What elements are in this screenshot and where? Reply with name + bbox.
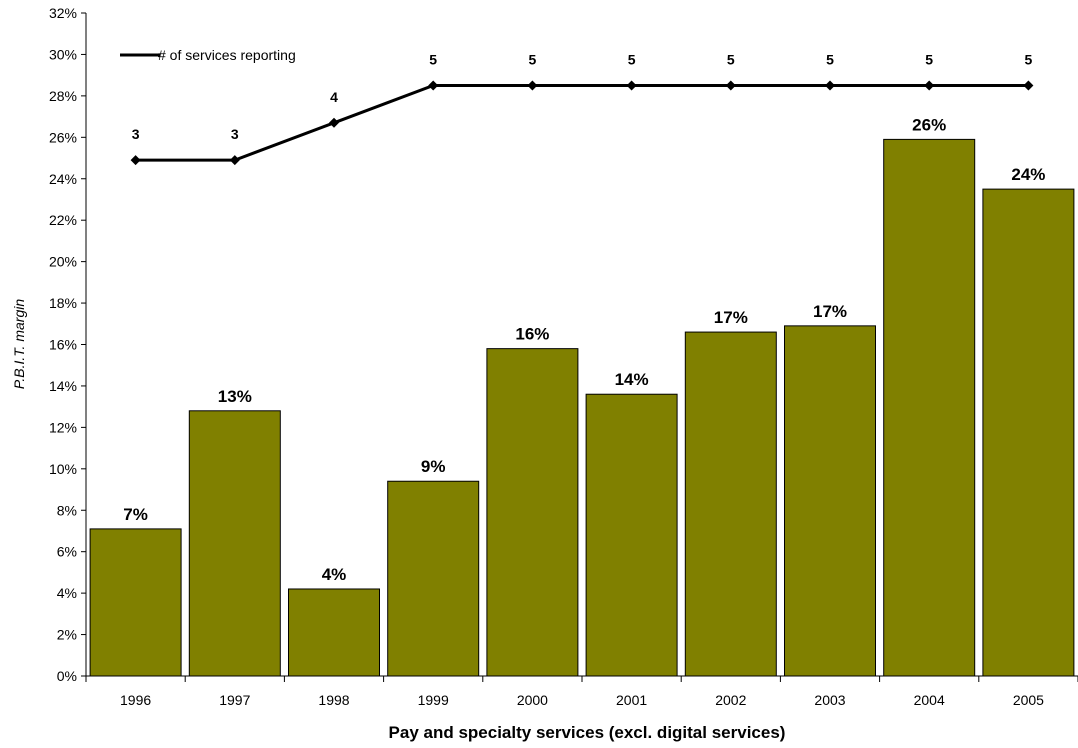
bar-value-label: 9% xyxy=(421,457,446,476)
bar-value-label: 13% xyxy=(218,387,252,406)
bar-value-label: 26% xyxy=(912,115,946,134)
y-tick-label: 24% xyxy=(49,171,77,187)
x-tick-label: 2000 xyxy=(517,692,548,708)
legend-label: # of services reporting xyxy=(158,47,296,63)
bar-value-labels: 7% 13% 4% 9% 16% 14% 17% 17% 26% 24% xyxy=(123,115,1045,584)
line-point-label: 3 xyxy=(132,126,140,142)
bar xyxy=(288,588,380,677)
bar xyxy=(188,410,281,677)
x-tick-label: 2005 xyxy=(1013,692,1044,708)
y-tick-label: 26% xyxy=(49,129,77,145)
bar-value-label: 7% xyxy=(123,505,148,524)
x-tick-label: 1997 xyxy=(219,692,250,708)
y-tick-label: 6% xyxy=(57,544,77,560)
bar xyxy=(883,138,976,677)
services-line xyxy=(135,84,1029,162)
bar xyxy=(982,188,1075,677)
x-tick-label: 2004 xyxy=(914,692,945,708)
line-point-marker xyxy=(130,155,141,166)
line-point-marker xyxy=(428,80,439,91)
bar-value-label: 4% xyxy=(322,565,347,584)
y-tick-label: 10% xyxy=(49,461,77,477)
x-tick-label: 2001 xyxy=(616,692,647,708)
line-point-label: 3 xyxy=(231,126,239,142)
line-point-label: 5 xyxy=(529,52,537,68)
y-tick-label: 14% xyxy=(49,378,77,394)
x-tick-label: 1996 xyxy=(120,692,151,708)
bar xyxy=(89,528,182,677)
bar xyxy=(684,331,777,677)
y-tick-label: 12% xyxy=(49,419,77,435)
line-point-marker xyxy=(825,80,835,91)
bar-value-label: 17% xyxy=(714,308,748,327)
x-tick-label: 2003 xyxy=(814,692,845,708)
x-axis-title: Pay and specialty services (excl. digita… xyxy=(389,723,786,742)
services-line-series: 3 3 4 5 5 5 5 5 5 5 xyxy=(130,52,1034,166)
line-point-marker xyxy=(527,80,538,91)
y-tick-label: 8% xyxy=(57,502,77,518)
legend: # of services reporting xyxy=(120,47,296,63)
y-tick-label: 2% xyxy=(57,627,77,643)
bars xyxy=(89,138,1075,677)
y-tick-label: 22% xyxy=(49,212,77,228)
line-point-label: 5 xyxy=(826,52,834,68)
line-point-marker xyxy=(329,117,339,128)
y-tick-label: 28% xyxy=(49,88,77,104)
y-axis: 0% 2% 4% 6% 8% 10% 12% 14% 16% 18% 20% 22% 24% 26% 28%… xyxy=(49,5,87,684)
y-axis-title: P.B.I.T. margin xyxy=(11,299,27,389)
line-point-label: 5 xyxy=(727,52,735,68)
bar xyxy=(486,348,579,677)
bar-value-label: 24% xyxy=(1011,165,1045,184)
line-point-label: 5 xyxy=(925,52,933,68)
line-point-label: 5 xyxy=(628,52,636,68)
line-point-label: 4 xyxy=(330,89,338,105)
line-point-marker xyxy=(725,80,736,91)
bar xyxy=(585,393,678,677)
y-tick-label: 0% xyxy=(57,668,77,684)
bar-value-label: 16% xyxy=(515,325,549,344)
line-point-marker xyxy=(229,155,240,166)
y-tick-label: 18% xyxy=(49,295,77,311)
y-tick-label: 20% xyxy=(49,254,77,270)
line-point-marker xyxy=(924,80,935,91)
y-tick-label: 32% xyxy=(49,5,77,21)
line-point-marker xyxy=(626,80,637,91)
x-tick-label: 1999 xyxy=(418,692,449,708)
y-tick-label: 16% xyxy=(49,337,77,353)
x-tick-label: 2002 xyxy=(715,692,746,708)
line-point-label: 5 xyxy=(1025,52,1033,68)
bar-value-label: 14% xyxy=(615,370,649,389)
bar-value-label: 17% xyxy=(813,302,847,321)
line-point-label: 5 xyxy=(429,52,437,68)
y-tick-label: 30% xyxy=(49,46,77,62)
bar xyxy=(387,480,480,677)
x-axis: 1996 1997 1998 1999 2000 2001 2002 2003 2004 2005 xyxy=(85,675,1078,708)
bar xyxy=(784,325,876,677)
y-tick-label: 4% xyxy=(57,585,77,601)
line-point-marker xyxy=(1023,80,1034,91)
x-tick-label: 1998 xyxy=(318,692,349,708)
